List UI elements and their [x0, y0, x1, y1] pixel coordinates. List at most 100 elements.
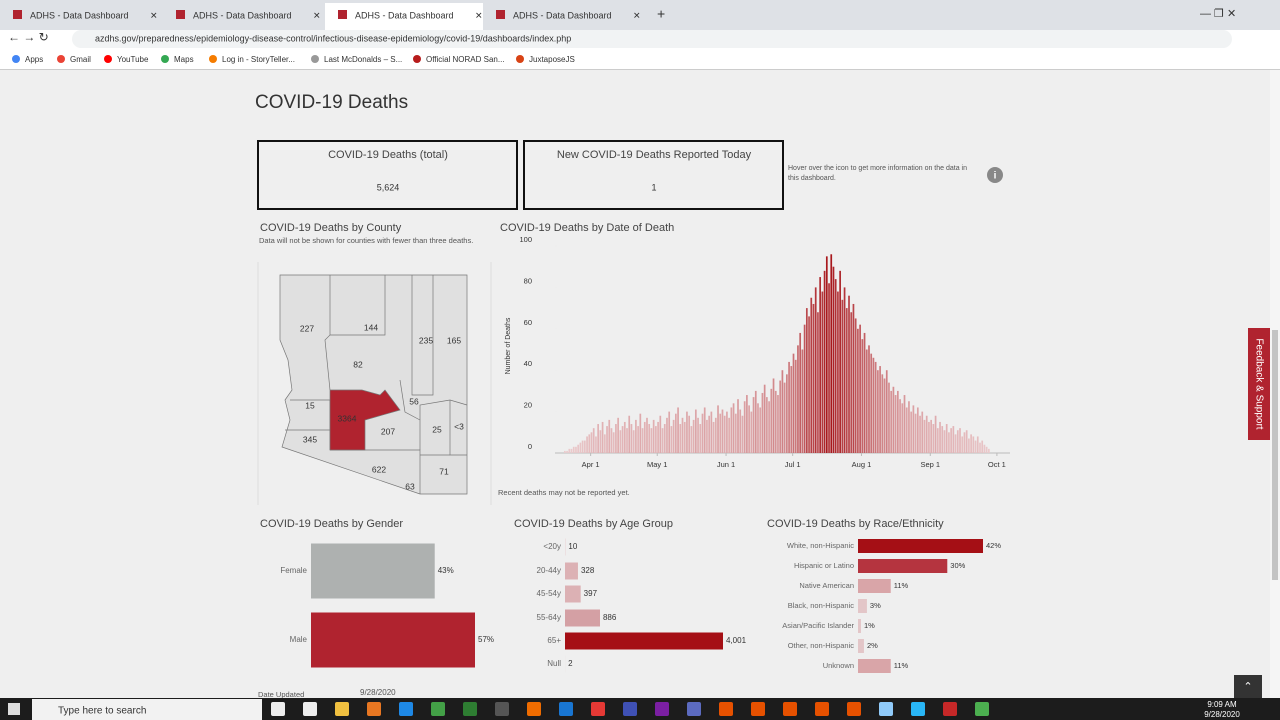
scroll-top-glyph[interactable]: ⌃: [1243, 681, 1252, 693]
bar: [659, 415, 662, 453]
category-label: 45-54y: [537, 589, 561, 598]
taskbar-icon[interactable]: [271, 702, 285, 716]
taskbar-icon[interactable]: [431, 702, 445, 716]
taskbar-icon[interactable]: [335, 702, 349, 716]
map-note-wrap: Data will not be shown for counties with…: [259, 236, 473, 245]
taskbar-icon[interactable]: [687, 702, 701, 716]
taskbar-icon[interactable]: [463, 702, 477, 716]
bar: [708, 415, 710, 453]
bar: [592, 428, 595, 453]
start-button[interactable]: [8, 703, 20, 715]
bookmark[interactable]: Gmail: [70, 55, 91, 64]
bar: [564, 450, 566, 453]
taskbar-icon[interactable]: [655, 702, 669, 716]
taskbar-icon[interactable]: [911, 702, 925, 716]
tab-close[interactable]: ✕: [313, 10, 321, 20]
bar: [595, 436, 597, 453]
bar: [628, 415, 631, 453]
tab-icon[interactable]: [13, 10, 22, 19]
bookmark-icon[interactable]: [57, 55, 65, 63]
omnibox[interactable]: [72, 30, 1232, 48]
bar: [768, 401, 770, 453]
bookmark-icon[interactable]: [516, 55, 524, 63]
bar: [721, 409, 724, 453]
bar: [817, 312, 819, 453]
tab-title[interactable]: ADHS - Data Dashboard: [30, 10, 129, 20]
tab-close[interactable]: ✕: [150, 10, 158, 20]
taskbar-icon[interactable]: [943, 702, 957, 716]
bar: [655, 426, 657, 453]
tab-title[interactable]: ADHS - Data Dashboard: [193, 10, 292, 20]
bookmark-icon[interactable]: [12, 55, 20, 63]
taskbar-icon[interactable]: [751, 702, 765, 716]
taskbar-icon[interactable]: [815, 702, 829, 716]
bookmark[interactable]: Official NORAD San...: [426, 55, 505, 64]
bar: [858, 659, 891, 673]
bar: [668, 411, 671, 453]
bar: [858, 559, 948, 573]
bar: [925, 415, 928, 453]
county-border: [411, 275, 434, 396]
new-tab[interactable]: +: [657, 6, 665, 22]
bar: [643, 421, 646, 453]
taskbar-icon[interactable]: [303, 702, 317, 716]
tab-icon[interactable]: [176, 10, 185, 19]
bar: [566, 450, 568, 453]
kpi-label: New COVID-19 Deaths Reported Today: [557, 149, 752, 161]
bar: [692, 419, 695, 453]
taskbar-icon[interactable]: [591, 702, 605, 716]
tab-close[interactable]: ✕: [475, 10, 483, 20]
info-glyph[interactable]: i: [994, 171, 997, 182]
bookmark-icon[interactable]: [161, 55, 169, 63]
search-text[interactable]: Type here to search: [58, 706, 146, 717]
bookmark-icon[interactable]: [413, 55, 421, 63]
taskbar-icon[interactable]: [399, 702, 413, 716]
window-controls[interactable]: — ❐ ✕: [1200, 8, 1236, 20]
tab-icon[interactable]: [338, 10, 347, 19]
taskbar-icon[interactable]: [879, 702, 893, 716]
tab-title[interactable]: ADHS - Data Dashboard: [355, 10, 454, 20]
bar: [916, 407, 919, 453]
bookmark[interactable]: JuxtaposeJS: [529, 55, 575, 64]
bookmark[interactable]: Maps: [174, 55, 194, 64]
bookmark-icon[interactable]: [311, 55, 319, 63]
tab-close[interactable]: ✕: [633, 10, 641, 20]
feedback-text[interactable]: Feedback & Support: [1253, 338, 1264, 429]
gender-title: COVID-19 Deaths by Gender: [260, 518, 403, 530]
bar: [968, 438, 970, 453]
tab-icon[interactable]: [496, 10, 505, 19]
taskbar-icon[interactable]: [847, 702, 861, 716]
bookmark-icon[interactable]: [209, 55, 217, 63]
bar: [590, 432, 593, 453]
kpi-value: 5,624: [377, 182, 400, 192]
bookmark[interactable]: Log in - StoryTeller...: [222, 55, 295, 64]
scroll-top[interactable]: [1234, 675, 1262, 698]
active-tab[interactable]: [325, 3, 483, 30]
bookmark[interactable]: YouTube: [117, 55, 149, 64]
taskbar-icon[interactable]: [495, 702, 509, 716]
search-box[interactable]: [32, 699, 262, 720]
url[interactable]: azdhs.gov/preparedness/epidemiology-dise…: [95, 33, 571, 43]
county-label: 82: [353, 359, 363, 369]
taskbar-icon[interactable]: [783, 702, 797, 716]
county-border: [399, 379, 421, 421]
taskbar-icon[interactable]: [559, 702, 573, 716]
taskbar-icon[interactable]: [527, 702, 541, 716]
bar: [737, 399, 739, 453]
bookmark[interactable]: Last McDonalds – S...: [324, 55, 402, 64]
feedback-tab[interactable]: [1248, 328, 1270, 440]
bar: [608, 419, 611, 453]
taskbar-icon[interactable]: [623, 702, 637, 716]
bar: [868, 345, 870, 453]
bar: [699, 424, 702, 453]
taskbar-icon[interactable]: [367, 702, 381, 716]
taskbar-icon[interactable]: [719, 702, 733, 716]
nav-buttons[interactable]: ← → ↻: [8, 30, 49, 44]
scroll-thumb[interactable]: [1272, 330, 1278, 580]
bookmark-icon[interactable]: [104, 55, 112, 63]
info-icon[interactable]: [987, 167, 1003, 183]
tab-title[interactable]: ADHS - Data Dashboard: [513, 10, 612, 20]
taskbar-icon[interactable]: [975, 702, 989, 716]
bar: [586, 436, 588, 453]
bookmark[interactable]: Apps: [25, 55, 43, 64]
